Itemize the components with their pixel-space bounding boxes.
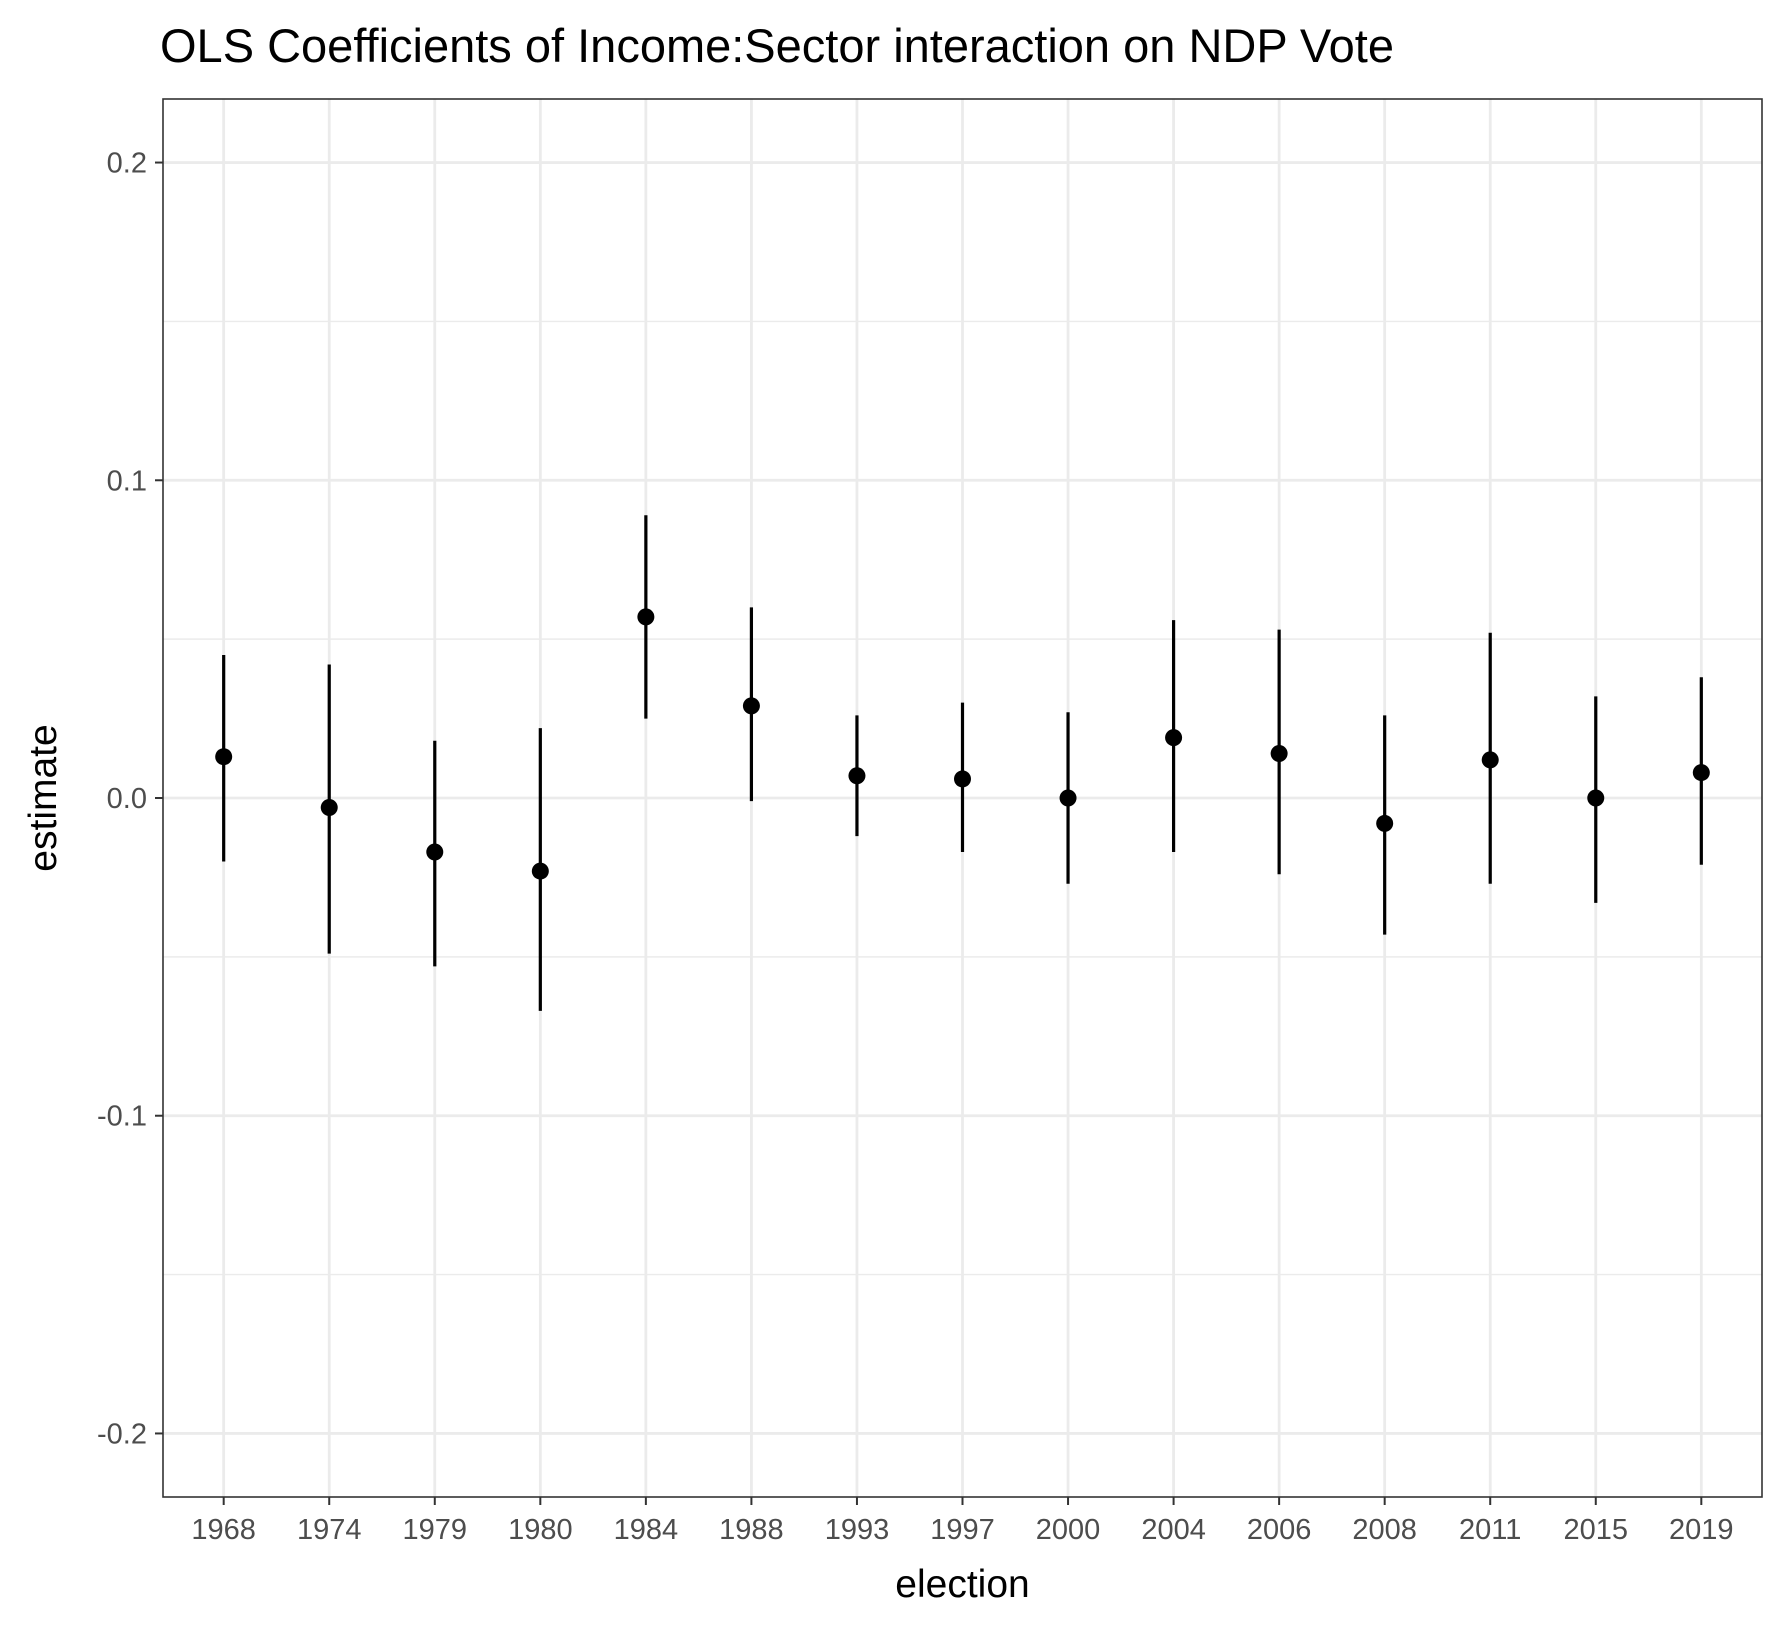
axis-layer: -0.2 -0.1 0.0 0.1 0.2 1968 1974 1979 1980 1984 198…: [97, 148, 1734, 1546]
x-tick-label: 2015: [1564, 1514, 1629, 1546]
x-tick-label: 1993: [825, 1514, 890, 1546]
y-tick-label: 0.0: [107, 783, 147, 815]
point-2019: [1692, 764, 1710, 782]
x-tick-label: 2008: [1352, 1514, 1417, 1546]
point-2000: [1059, 789, 1077, 807]
point-2004: [1165, 729, 1183, 747]
point-1968: [215, 748, 233, 766]
x-tick-label: 2000: [1036, 1514, 1101, 1546]
point-1997: [954, 770, 971, 788]
point-1988: [742, 697, 760, 715]
mark-layer: [215, 515, 1710, 1011]
point-1993: [848, 767, 866, 785]
y-axis-title: estimate: [22, 724, 65, 871]
x-tick-label: 1974: [297, 1514, 362, 1546]
x-axis-title: election: [895, 1563, 1029, 1606]
x-tick-label: 1988: [719, 1514, 784, 1546]
x-tick-label: 1979: [403, 1514, 468, 1546]
point-2011: [1481, 751, 1499, 769]
point-2008: [1376, 814, 1394, 832]
x-tick-label: 2011: [1459, 1514, 1521, 1546]
x-tick-label: 2006: [1247, 1514, 1312, 1546]
y-tick-label: -0.1: [97, 1101, 147, 1133]
chart-title: OLS Coefficients of Income:Sector intera…: [160, 19, 1394, 72]
point-2006: [1270, 745, 1288, 763]
x-tick-label: 2004: [1141, 1514, 1206, 1546]
x-tick-label: 2019: [1669, 1514, 1734, 1546]
x-tick-label: 1997: [930, 1514, 995, 1546]
y-tick-label: -0.2: [97, 1418, 147, 1450]
point-2015: [1587, 789, 1605, 807]
x-tick-label: 1980: [508, 1514, 573, 1546]
point-1979: [426, 843, 444, 861]
x-tick-label: 1984: [614, 1514, 679, 1546]
y-tick-label: 0.2: [107, 148, 147, 180]
point-1974: [320, 799, 338, 817]
y-tick-label: 0.1: [107, 465, 147, 497]
x-tick-label: 1968: [191, 1514, 256, 1546]
point-1984: [637, 608, 655, 626]
point-1980: [531, 862, 549, 880]
